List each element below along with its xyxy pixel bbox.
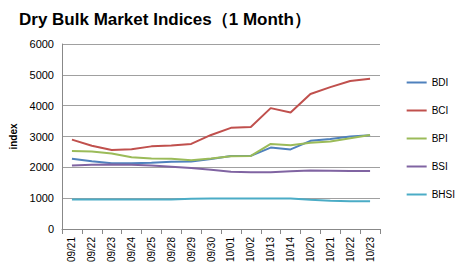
svg-text:6000: 6000 [30, 38, 54, 50]
svg-text:10/13: 10/13 [265, 237, 276, 262]
svg-text:10/21: 10/21 [325, 237, 336, 262]
svg-text:09/25: 09/25 [146, 237, 157, 262]
svg-text:index: index [8, 123, 19, 150]
svg-text:4000: 4000 [30, 100, 54, 112]
svg-text:BHSI: BHSI [432, 189, 455, 200]
svg-text:1000: 1000 [30, 192, 54, 204]
svg-text:10/01: 10/01 [225, 237, 236, 262]
svg-text:10/02: 10/02 [245, 237, 256, 262]
svg-text:10/20: 10/20 [305, 237, 316, 262]
svg-text:BSI: BSI [432, 161, 448, 172]
svg-text:BDI: BDI [432, 77, 449, 88]
svg-text:10/23: 10/23 [365, 237, 376, 262]
svg-text:BPI: BPI [432, 133, 448, 144]
svg-text:09/24: 09/24 [126, 237, 137, 262]
svg-text:Dry Bulk Market Indices（1 Mont: Dry Bulk Market Indices（1 Month） [19, 10, 311, 29]
svg-text:09/21: 09/21 [66, 237, 77, 262]
svg-text:5000: 5000 [30, 69, 54, 81]
svg-text:10/14: 10/14 [285, 237, 296, 262]
svg-text:3000: 3000 [30, 131, 54, 143]
svg-text:10/22: 10/22 [345, 237, 356, 262]
svg-text:09/23: 09/23 [106, 237, 117, 262]
svg-text:09/22: 09/22 [86, 237, 97, 262]
svg-text:09/28: 09/28 [166, 237, 177, 262]
svg-text:0: 0 [48, 223, 54, 235]
svg-text:09/30: 09/30 [206, 237, 217, 262]
svg-text:09/29: 09/29 [186, 237, 197, 262]
svg-text:2000: 2000 [30, 161, 54, 173]
svg-text:BCI: BCI [432, 105, 449, 116]
